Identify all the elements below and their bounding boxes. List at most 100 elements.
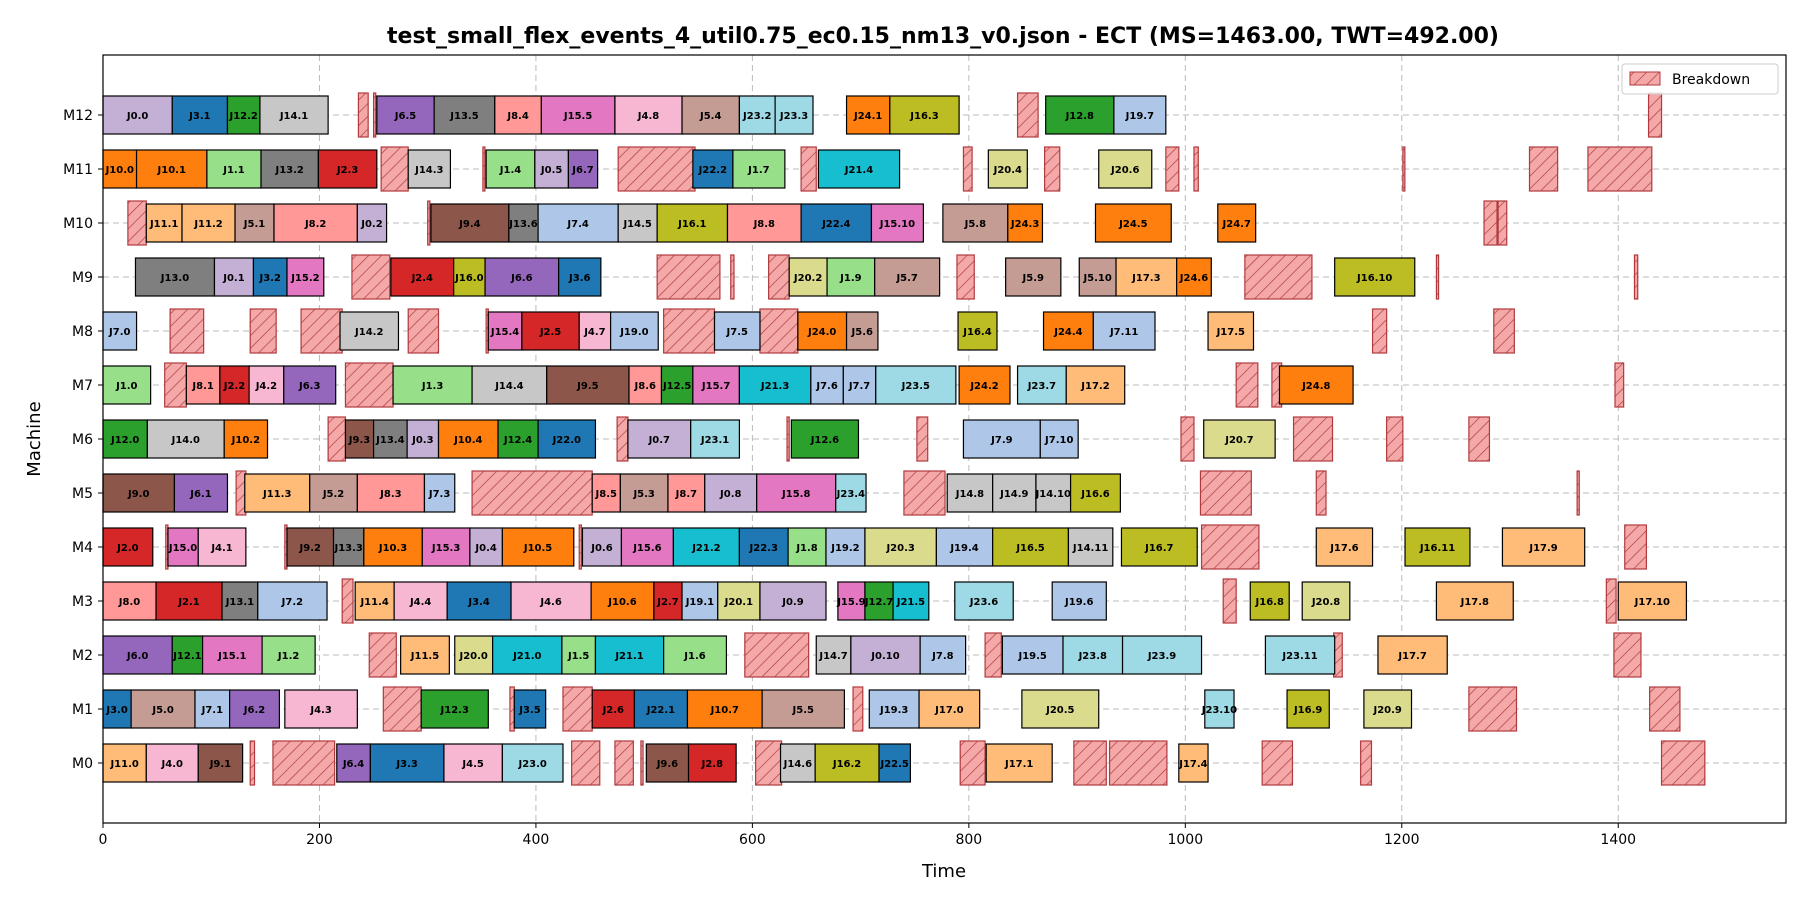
task-bar — [992, 527, 1070, 567]
task-bar — [354, 581, 395, 621]
y-tick-label: M6 — [72, 432, 93, 448]
breakdown-bar — [755, 740, 783, 786]
task-label: J1.2 — [277, 651, 299, 662]
task-label: J21.0 — [512, 651, 541, 662]
legend-box — [1621, 63, 1779, 95]
task-bar — [1278, 365, 1354, 405]
task-bar — [197, 527, 247, 567]
task-label: J17.5 — [1216, 327, 1245, 338]
task-label: J16.2 — [832, 759, 861, 770]
x-axis-ticks: 0 200 400 600 800 1000 1200 1400 — [99, 823, 1636, 848]
task-label: J14.6 — [783, 759, 812, 770]
task-label: J20.4 — [993, 165, 1022, 176]
task-label: J3.2 — [258, 273, 280, 284]
task-label: J20.0 — [458, 651, 487, 662]
task-bar — [273, 203, 358, 243]
breakdown-bar — [1493, 308, 1515, 354]
breakdown-bar — [1587, 146, 1653, 192]
task-bar — [430, 203, 510, 243]
task-bar — [229, 689, 281, 729]
task-label: J10.5 — [523, 543, 552, 554]
task-label: J24.2 — [969, 381, 998, 392]
breakdown-bar — [1108, 740, 1168, 786]
breakdown-bar — [1435, 254, 1440, 300]
task-label: J1.6 — [683, 651, 705, 662]
task-bar — [102, 743, 147, 783]
task-label: J14.11 — [1072, 543, 1108, 554]
task-bar — [1120, 527, 1198, 567]
task-bar — [672, 527, 741, 567]
task-label: J12.7 — [864, 597, 893, 608]
task-bar — [1016, 365, 1067, 405]
task-bar — [437, 419, 499, 459]
task-bar — [690, 419, 741, 459]
task-bar — [633, 689, 689, 729]
task-label: J9.0 — [127, 489, 149, 500]
task-bar — [594, 635, 665, 675]
task-bar — [987, 149, 1028, 189]
task-label: J4.7 — [583, 327, 605, 338]
task-label: J6.2 — [243, 705, 265, 716]
task-bar — [787, 527, 827, 567]
task-label: J2.0 — [116, 543, 138, 554]
task-bar — [1334, 257, 1416, 297]
task-label: J10.0 — [105, 165, 134, 176]
task-label: J1.1 — [222, 165, 244, 176]
task-label: J20.9 — [1373, 705, 1402, 716]
task-bar — [558, 257, 602, 297]
task-label: J15.6 — [632, 543, 661, 554]
task-label: J17.9 — [1528, 543, 1557, 554]
task-label: J12.3 — [440, 705, 469, 716]
task-bar — [540, 95, 616, 135]
y-tick-label: M12 — [63, 108, 93, 124]
task-bar — [102, 473, 176, 513]
task-bar — [1204, 689, 1235, 729]
task-bar — [102, 311, 138, 351]
task-bar — [1176, 257, 1212, 297]
task-bar — [336, 743, 371, 783]
task-bar — [686, 689, 763, 729]
task-bar — [1617, 581, 1688, 621]
breakdown-bar — [656, 254, 721, 300]
task-label: J11.5 — [410, 651, 439, 662]
task-bar — [957, 311, 998, 351]
task-label: J11.1 — [149, 219, 178, 230]
task-label: J0.8 — [719, 489, 741, 500]
task-bar — [1404, 527, 1471, 567]
task-label: J21.1 — [614, 651, 643, 662]
breakdown-bar — [407, 308, 440, 354]
task-bar — [1039, 419, 1079, 459]
chart-title: test_small_flex_events_4_util0.75_ec0.15… — [387, 24, 1499, 49]
task-label: J4.0 — [161, 759, 183, 770]
task-bar — [1067, 527, 1114, 567]
task-label: J6.1 — [189, 489, 211, 500]
task-label: J16.11 — [1419, 543, 1455, 554]
task-bar — [713, 311, 761, 351]
task-bar — [219, 365, 250, 405]
task-label: J14.2 — [354, 327, 383, 338]
legend: Breakdown — [1621, 63, 1779, 95]
task-label: J0.3 — [411, 435, 433, 446]
task-bar — [874, 257, 941, 297]
x-tick-label: 1000 — [1167, 832, 1203, 848]
task-bar — [1092, 311, 1156, 351]
task-label: J24.0 — [807, 327, 836, 338]
task-label: J19.6 — [1064, 597, 1093, 608]
task-bar — [660, 365, 694, 405]
task-bar — [815, 635, 852, 675]
task-bar — [942, 203, 1009, 243]
breakdown-bar — [1261, 740, 1294, 786]
task-label: J6.6 — [510, 273, 532, 284]
task-label: J8.5 — [595, 489, 617, 500]
breakdown-bar — [1649, 686, 1681, 732]
task-label: J19.1 — [685, 597, 714, 608]
breakdown-bar — [1386, 416, 1404, 462]
breakdown-bar — [427, 200, 431, 246]
task-bar — [484, 257, 560, 297]
task-label: J9.6 — [656, 759, 678, 770]
task-label: J19.5 — [1018, 651, 1047, 662]
task-label: J24.6 — [1179, 273, 1208, 284]
breakdown-bar — [768, 254, 790, 300]
task-label: J20.8 — [1311, 597, 1340, 608]
task-label: J11.3 — [262, 489, 291, 500]
